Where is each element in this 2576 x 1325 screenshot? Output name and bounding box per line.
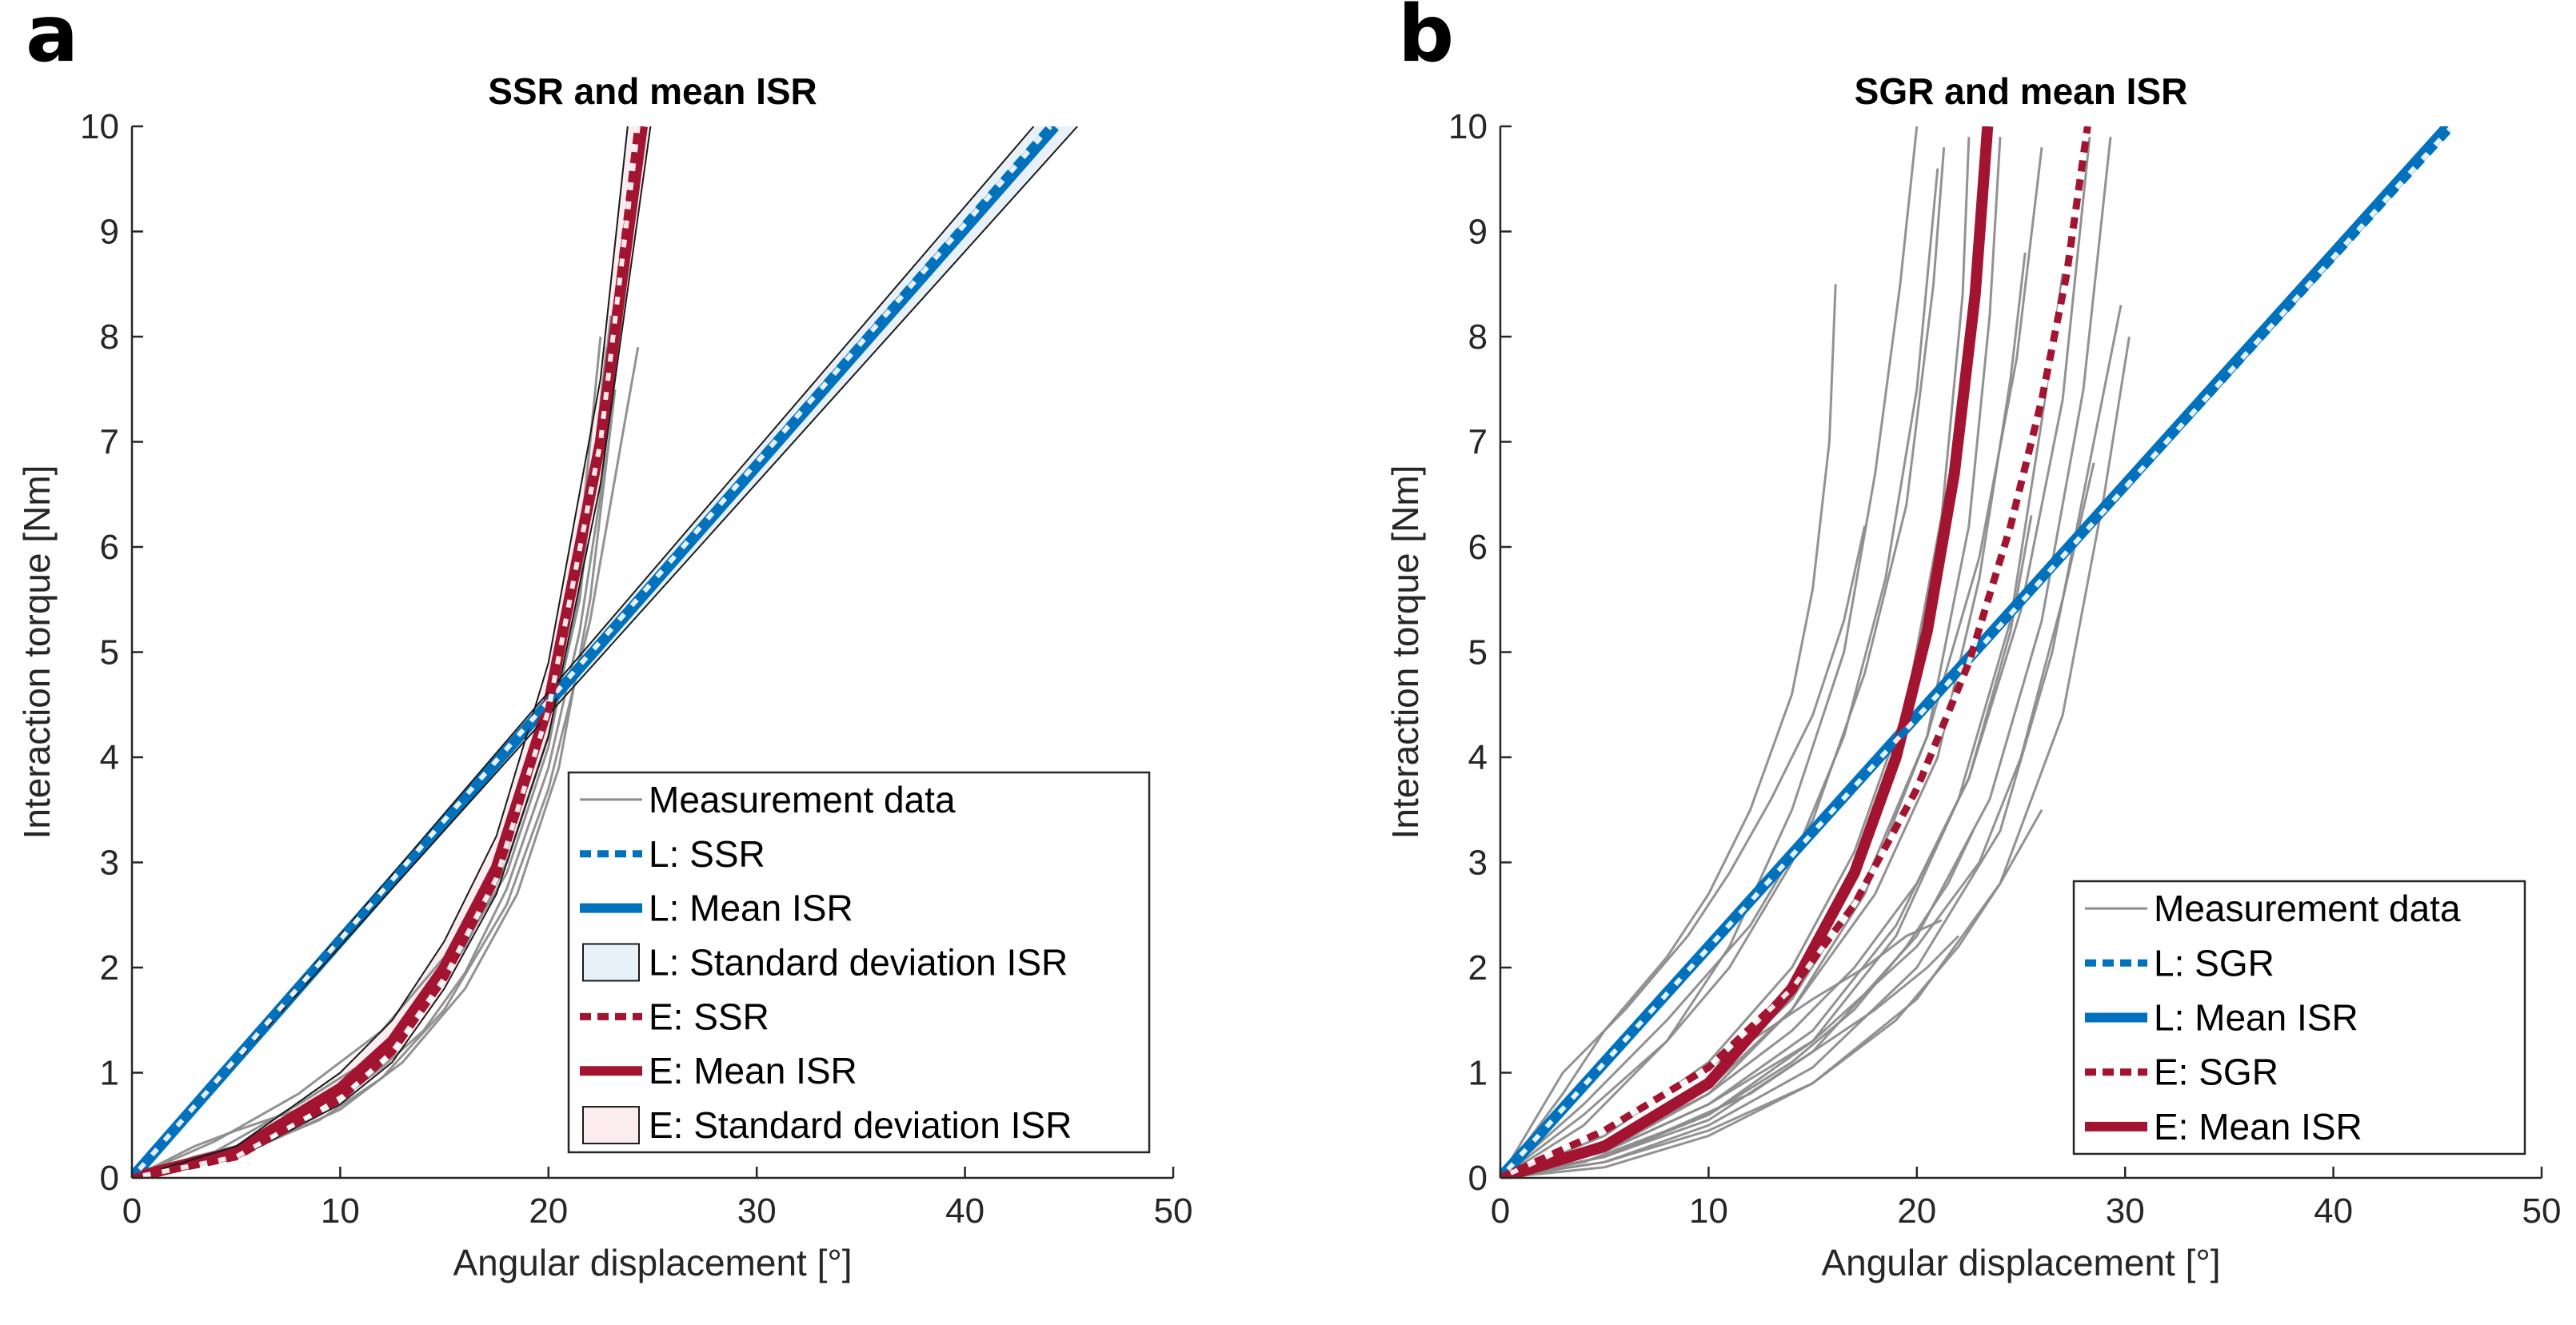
measurement-line-5: [1500, 137, 2002, 1178]
y-tick-label: 4: [1468, 738, 1488, 777]
legend-label: E: Mean ISR: [2154, 1106, 2362, 1147]
measurement-line-1: [1500, 284, 1837, 1178]
measurement-line-19: [1500, 168, 1939, 1178]
legend-label: L: SSR: [649, 833, 765, 875]
legend-label: E: Standard deviation ISR: [649, 1104, 1072, 1146]
legend-item-l-mean-isr: L: Mean ISR: [2085, 997, 2358, 1039]
measurement-line-15: [1500, 935, 1959, 1178]
series-line-e-mean-isr: [1500, 126, 1994, 1178]
legend-item-measurement-data: Measurement data: [580, 779, 956, 820]
y-tick-label: 2: [1468, 948, 1488, 988]
chart-title-b: SGR and mean ISR: [1855, 70, 2188, 112]
measurement-line-8: [1500, 137, 2091, 1178]
y-axis-label-a: Interaction torque [Nm]: [16, 465, 58, 840]
x-tick-label: 0: [122, 1191, 142, 1231]
series-line-e-ssr: [132, 126, 642, 1178]
x-tick-label: 50: [1154, 1191, 1193, 1231]
y-tick-label: 8: [1468, 317, 1488, 357]
panel-a-letter: a: [26, 0, 78, 80]
legend-label: E: SSR: [649, 996, 769, 1037]
chart-panel-b: 0 10 20 30 40 50 0 1 2 3 4 5 6 7 8 9 10 SGR and mean ISR A…: [1384, 70, 2561, 1283]
measurement-line-12: [1500, 462, 2095, 1178]
y-tick-label: 8: [100, 317, 119, 357]
y-tick-label: 9: [1468, 213, 1488, 252]
legend-item-l-standard-deviation-isr: L: Standard deviation ISR: [582, 942, 1068, 984]
series-line-l-ssr: [132, 126, 1053, 1178]
y-tick-label: 10: [80, 107, 119, 146]
legend-item-e-sgr: E: SGR: [2085, 1052, 2278, 1093]
y-tick-label: 2: [100, 948, 119, 988]
legend-swatch: [582, 1106, 640, 1145]
y-tick-label: 10: [1448, 107, 1488, 146]
legend-swatch: [582, 943, 640, 982]
measurement-line-3: [1500, 147, 1946, 1178]
x-tick-label: 40: [2314, 1191, 2353, 1231]
legend-b: Measurement data L: SGR L: Mean ISR E: SGR E…: [2072, 880, 2526, 1155]
legend-item-measurement-data: Measurement data: [2085, 888, 2461, 929]
measurement-line-10: [1500, 305, 2123, 1178]
y-tick-label: 6: [100, 528, 119, 567]
x-tick-label: 50: [2522, 1191, 2562, 1231]
legend-label: E: SGR: [2154, 1052, 2278, 1093]
panel-b-letter: b: [1398, 0, 1454, 80]
measurement-line-11: [1500, 336, 2131, 1178]
y-tick-label: 9: [100, 213, 119, 252]
series-line-l-sgr: [1500, 126, 2455, 1178]
x-tick-label: 20: [1897, 1191, 1936, 1231]
x-axis-label-b: Angular displacement [°]: [1821, 1242, 2220, 1283]
legend-item-l-sgr: L: SGR: [2085, 942, 2274, 984]
y-tick-label: 1: [100, 1054, 119, 1093]
y-tick-label: 5: [1468, 633, 1488, 672]
y-tick-label: 3: [1468, 844, 1488, 883]
y-tick-label: 7: [1468, 423, 1488, 462]
measurement-line-2: [1500, 126, 1919, 1178]
legend-item-e-ssr: E: SSR: [580, 996, 769, 1037]
legend-a: Measurement data L: SSR L: Mean ISR L: Stan…: [567, 771, 1151, 1154]
x-tick-label: 40: [945, 1191, 984, 1231]
legend-label: L: SGR: [2154, 942, 2274, 984]
chart-panel-a: 0 10 20 30 40 50 0 1 2 3 4 5 6 7 8 9 10 SSR and mean ISR A…: [16, 70, 1192, 1283]
series-line-e-standard-deviation-isr-upper: [132, 126, 629, 1178]
legend-label: L: Standard deviation ISR: [649, 942, 1068, 984]
plot-area-a: [132, 126, 1078, 1178]
y-tick-label: 1: [1468, 1054, 1488, 1093]
measurement-line-16: [1500, 830, 1975, 1178]
legend-item-e-mean-isr: E: Mean ISR: [580, 1050, 857, 1092]
y-axis-label-b: Interaction torque [Nm]: [1384, 465, 1426, 840]
x-tick-label: 30: [2106, 1191, 2145, 1231]
y-tick-label: 7: [100, 423, 119, 462]
measurement-line-18: [1500, 525, 1867, 1178]
x-tick-label: 20: [529, 1191, 568, 1231]
y-tick-label: 4: [100, 738, 119, 777]
x-tick-label: 0: [1491, 1191, 1510, 1231]
measurement-line-9: [1500, 137, 2112, 1178]
legend-label: L: Mean ISR: [2154, 997, 2358, 1039]
legend-item-e-standard-deviation-isr: E: Standard deviation ISR: [582, 1104, 1072, 1146]
legend-label: L: Mean ISR: [649, 888, 853, 929]
legend-label: Measurement data: [649, 779, 956, 820]
legend-label: E: Mean ISR: [649, 1050, 857, 1092]
legend-box: [2072, 880, 2526, 1155]
x-tick-label: 30: [737, 1191, 777, 1231]
y-tick-label: 6: [1468, 528, 1488, 567]
y-tick-label: 0: [100, 1159, 119, 1198]
y-tick-label: 0: [1468, 1159, 1488, 1198]
legend-item-e-mean-isr: E: Mean ISR: [2085, 1106, 2362, 1147]
y-tick-label: 3: [100, 844, 119, 883]
legend-item-l-ssr: L: SSR: [580, 833, 765, 875]
x-axis-label-a: Angular displacement [°]: [453, 1242, 852, 1283]
chart-title-a: SSR and mean ISR: [488, 70, 817, 112]
measurement-line-17: [1500, 809, 2043, 1178]
series-line-e-sgr: [1500, 126, 2091, 1178]
plot-area-b: [1500, 126, 2455, 1178]
legend-label: Measurement data: [2154, 888, 2461, 929]
legend-box: [567, 771, 1151, 1154]
legend-item-l-mean-isr: L: Mean ISR: [580, 888, 853, 929]
x-tick-label: 10: [1689, 1191, 1728, 1231]
x-tick-label: 10: [321, 1191, 360, 1231]
y-tick-label: 5: [100, 633, 119, 672]
